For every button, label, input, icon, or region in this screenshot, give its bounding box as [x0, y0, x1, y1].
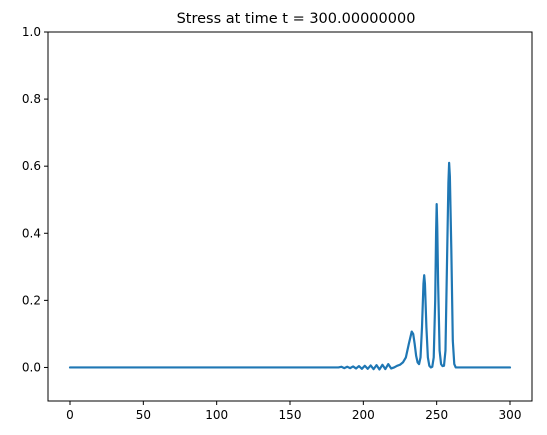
x-tick-label: 200 — [352, 408, 375, 422]
x-tick-label: 50 — [136, 408, 151, 422]
x-tick-label: 300 — [499, 408, 522, 422]
y-tick-label: 1.0 — [22, 25, 41, 39]
y-tick-label: 0.2 — [22, 293, 41, 307]
y-tick-label: 0.8 — [22, 92, 41, 106]
x-tick-label: 0 — [66, 408, 74, 422]
x-tick-label: 250 — [425, 408, 448, 422]
plot-area: 0 50 100 150 200 250 300 0.0 0.2 0.4 0.6 0.8 1.0 — [22, 25, 533, 422]
x-tick-label: 100 — [205, 408, 228, 422]
y-tick-label: 0.0 — [22, 360, 41, 374]
series-line-0 — [68, 161, 512, 371]
x-tick-label: 150 — [279, 408, 302, 422]
y-tick-label: 0.6 — [22, 159, 41, 173]
y-tick-label: 0.4 — [22, 226, 41, 240]
chart-title: Stress at time t = 300.00000000 — [177, 11, 416, 27]
